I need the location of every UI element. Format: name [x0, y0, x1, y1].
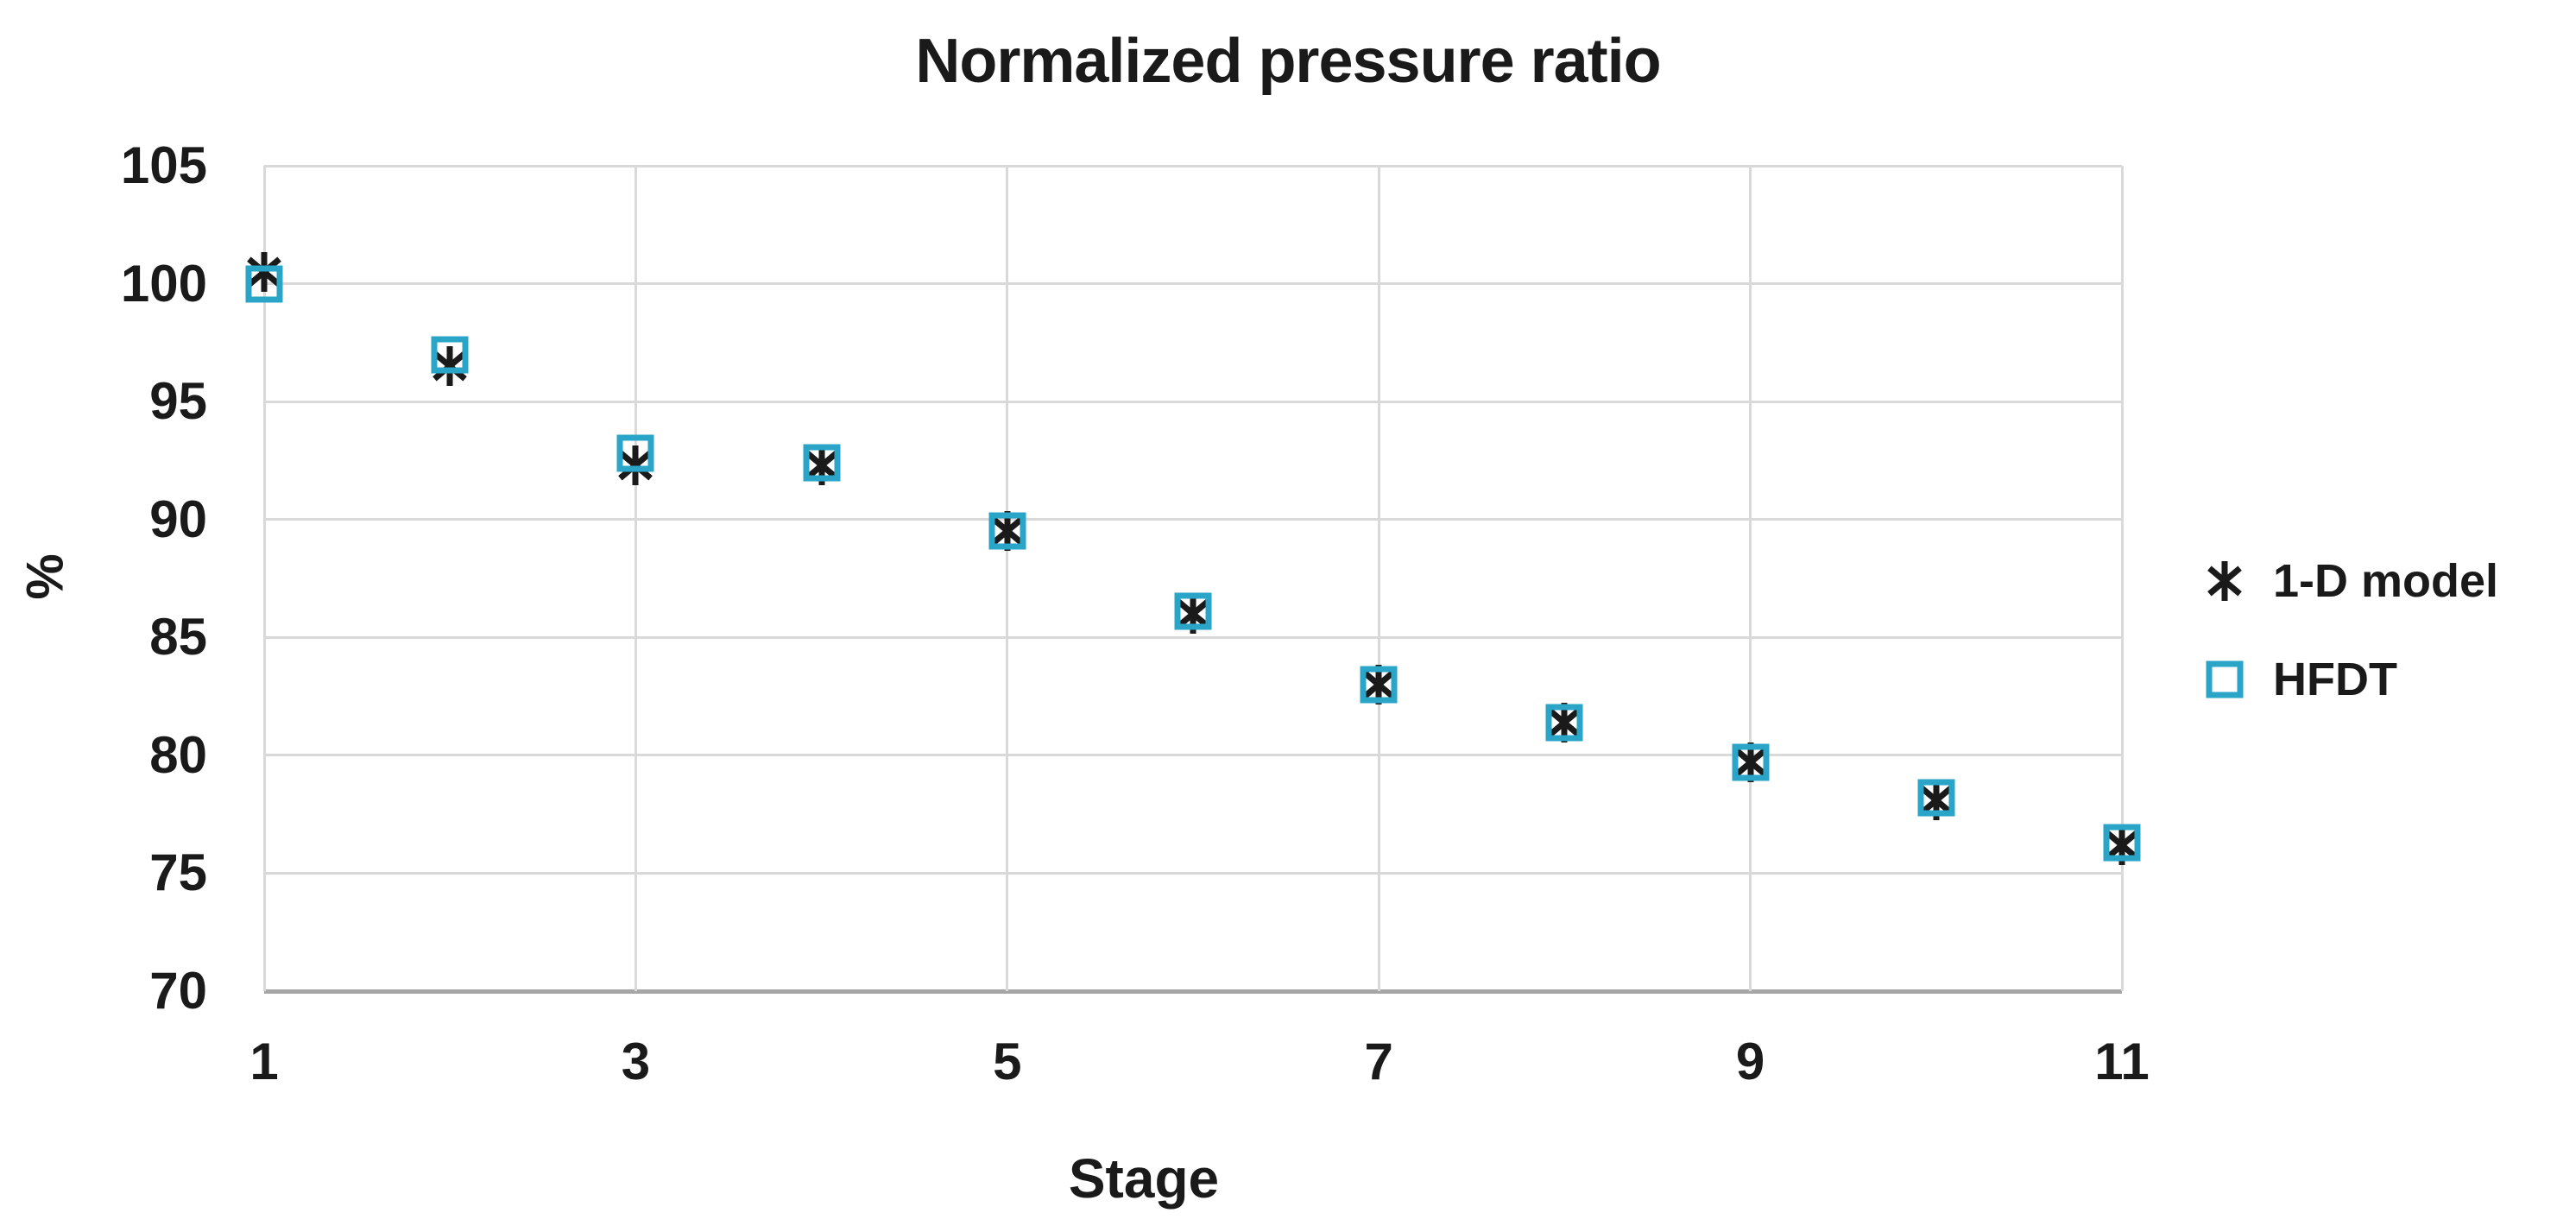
- data-point-hfdt: [1360, 666, 1398, 704]
- y-tick-label: 85: [149, 608, 207, 667]
- data-point-hfdt: [245, 265, 283, 303]
- x-tick-label: 5: [993, 1033, 1022, 1090]
- legend-label-hfdt: HFDT: [2273, 654, 2397, 705]
- x-tick-label: 3: [621, 1033, 651, 1090]
- y-tick-label: 75: [149, 843, 207, 902]
- y-tick-label: 100: [120, 254, 207, 313]
- y-tick-label: 105: [120, 136, 207, 194]
- gridline-vertical: [262, 166, 266, 991]
- gridline-horizontal: [264, 282, 2122, 286]
- data-point-1-d-model: [618, 445, 653, 485]
- data-point-hfdt: [988, 512, 1026, 550]
- data-point-hfdt: [431, 336, 469, 373]
- x-tick-label: 1: [249, 1033, 279, 1090]
- legend-item-1-d-model: 1-D model: [2197, 542, 2498, 620]
- y-axis-title: %: [16, 553, 74, 600]
- data-point-hfdt: [616, 434, 654, 472]
- y-axis-labels: 105 100 95 90 85 80 75 70: [52, 140, 207, 1017]
- plot-area: [245, 164, 2141, 994]
- asterisk-marker-icon: [2197, 553, 2252, 609]
- data-point-hfdt: [1917, 779, 1955, 817]
- chart-title: Normalized pressure ratio: [915, 27, 1661, 96]
- gridline-horizontal: [264, 871, 2122, 875]
- gridline-vertical: [634, 166, 637, 991]
- legend-label-1-d-model: 1-D model: [2273, 555, 2499, 607]
- legend: 1-D model HFDT: [2197, 542, 2498, 739]
- x-axis-title: Stage: [1068, 1147, 1220, 1210]
- data-point-hfdt: [1732, 743, 1770, 781]
- gridline-horizontal: [264, 164, 2122, 167]
- gridline-horizontal: [264, 754, 2122, 757]
- data-point-hfdt: [803, 444, 841, 482]
- y-tick-label: 90: [149, 490, 207, 548]
- gridline-horizontal: [264, 400, 2122, 403]
- gridline-vertical: [1377, 166, 1380, 991]
- x-axis-line: [264, 989, 2122, 994]
- data-point-1-d-model: [247, 251, 281, 292]
- y-tick-label: 70: [149, 962, 207, 1020]
- gridline-horizontal: [264, 518, 2122, 521]
- data-point-hfdt: [1545, 704, 1583, 742]
- data-point-hfdt: [2103, 824, 2141, 862]
- x-tick-label: 11: [2094, 1033, 2150, 1090]
- gridline-vertical: [1006, 166, 1009, 991]
- legend-item-hfdt: HFDT: [2197, 641, 2498, 718]
- gridline-vertical: [1749, 166, 1752, 991]
- x-axis-labels: 1 3 5 7 9 11: [249, 1033, 2149, 1105]
- x-tick-label: 7: [1364, 1033, 1393, 1090]
- x-tick-label: 9: [1735, 1033, 1765, 1090]
- square-marker-icon: [2197, 652, 2252, 707]
- y-tick-label: 95: [149, 372, 207, 431]
- gridline-vertical: [2120, 166, 2124, 991]
- gridline-horizontal: [264, 635, 2122, 639]
- data-point-1-d-model: [432, 346, 468, 387]
- y-tick-label: 80: [149, 725, 207, 784]
- data-point-hfdt: [1174, 592, 1212, 630]
